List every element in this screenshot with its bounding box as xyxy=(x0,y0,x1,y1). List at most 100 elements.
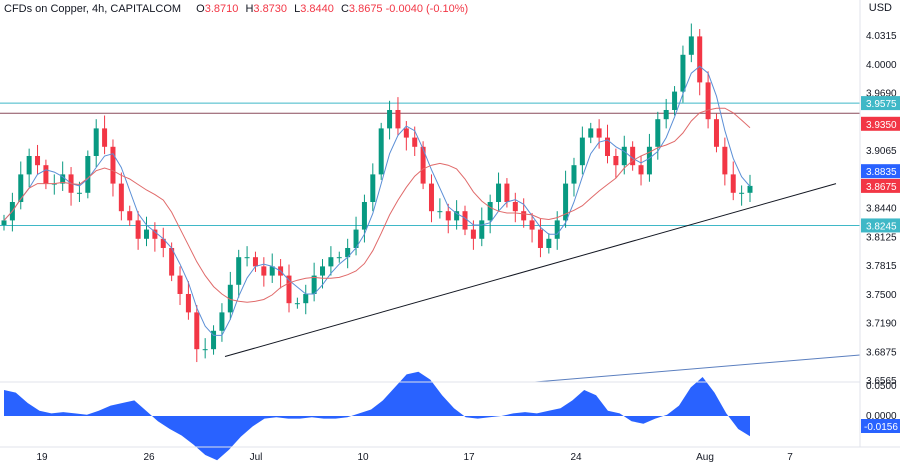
candle xyxy=(747,185,753,193)
price-tag xyxy=(861,96,900,111)
candle xyxy=(76,192,82,194)
candle xyxy=(621,146,627,166)
candle xyxy=(303,293,309,304)
fast-ma-line xyxy=(3,65,751,336)
candle xyxy=(420,146,426,184)
candle xyxy=(110,146,116,184)
candle xyxy=(596,128,602,138)
price-tag-label: 3.9350 xyxy=(866,120,897,131)
candle xyxy=(588,128,594,138)
candle xyxy=(638,165,644,175)
candle xyxy=(202,349,208,351)
candle xyxy=(244,257,250,259)
price-tick-label: 3.9065 xyxy=(866,146,897,157)
high-label: H xyxy=(245,3,254,15)
candle xyxy=(320,266,326,276)
candle xyxy=(286,275,292,304)
candle xyxy=(605,137,611,156)
candle xyxy=(462,211,468,230)
candle xyxy=(135,220,141,239)
time-tick-label: 19 xyxy=(36,452,48,463)
candle xyxy=(26,155,32,175)
candle xyxy=(127,211,133,221)
candle xyxy=(160,238,166,248)
price-tick-label: 3.9690 xyxy=(866,89,897,100)
candle xyxy=(537,229,543,248)
candle xyxy=(512,201,518,212)
candle xyxy=(361,201,367,230)
open-label: O xyxy=(196,3,205,15)
candle xyxy=(93,128,99,156)
candle xyxy=(630,146,636,166)
candle xyxy=(546,238,552,248)
candle xyxy=(529,220,535,230)
candle xyxy=(487,201,493,221)
price-tag-label: 3.8675 xyxy=(866,182,897,193)
candle xyxy=(378,128,384,175)
candle xyxy=(185,293,191,313)
candle xyxy=(663,109,669,120)
candle xyxy=(705,82,711,120)
candle xyxy=(395,109,401,129)
candle xyxy=(43,165,49,184)
price-tag-label: 3.9575 xyxy=(866,99,897,110)
trendline xyxy=(224,183,837,358)
candle xyxy=(571,165,577,184)
candle xyxy=(1,220,7,225)
price-tag xyxy=(861,218,900,233)
slow-ma-line xyxy=(3,107,751,303)
osc-tag xyxy=(861,419,900,433)
candle xyxy=(403,128,409,138)
candle xyxy=(18,174,24,202)
candle xyxy=(194,312,200,350)
candle xyxy=(387,109,393,129)
candle xyxy=(554,220,560,239)
candle xyxy=(261,266,267,276)
candle xyxy=(370,174,376,202)
price-tick-label: 4.0315 xyxy=(866,31,897,42)
candle xyxy=(236,257,242,285)
candle xyxy=(730,174,736,193)
time-tick-label: 7 xyxy=(787,452,793,463)
candle xyxy=(454,211,460,221)
chart-header: CFDs on Copper, 4h, CAPITALCOM O3.8710 H… xyxy=(4,2,468,16)
price-tick-label: 4.0000 xyxy=(866,60,897,71)
candle xyxy=(118,183,124,212)
candle xyxy=(227,284,233,313)
candle xyxy=(479,220,485,239)
price-tag xyxy=(861,178,900,193)
time-tick-label: 24 xyxy=(570,452,582,463)
time-tick-label: Jul xyxy=(250,452,263,463)
candle xyxy=(470,229,476,239)
candle xyxy=(152,229,158,239)
low-value: 3.8440 xyxy=(300,3,334,15)
time-tick-label: 17 xyxy=(463,452,475,463)
close-value: 3.8675 xyxy=(348,3,383,15)
osc-tick-label: 0.0000 xyxy=(866,411,897,422)
candle xyxy=(412,137,418,147)
change-value: -0.0040 (-0.10%) xyxy=(385,3,469,15)
price-tag-label: 3.8835 xyxy=(866,167,897,178)
candle xyxy=(655,119,661,147)
price-tick-label: 3.8440 xyxy=(866,204,897,215)
candle xyxy=(496,183,502,202)
time-tick-label: 10 xyxy=(357,452,369,463)
candle xyxy=(336,257,342,259)
price-tick-label: 3.6875 xyxy=(866,347,897,358)
candle xyxy=(102,128,108,147)
candle xyxy=(613,155,619,166)
candle xyxy=(437,211,443,213)
trendline-secondary xyxy=(534,354,861,383)
candle xyxy=(219,312,225,331)
candle xyxy=(269,266,275,276)
close-label: C xyxy=(340,3,349,15)
currency-label[interactable]: USD xyxy=(868,2,892,14)
candle xyxy=(177,275,183,294)
candle xyxy=(713,119,719,147)
candle xyxy=(345,247,351,258)
candle xyxy=(504,183,510,202)
candle xyxy=(60,174,66,184)
candle xyxy=(85,155,91,193)
symbol-title: CFDs on Copper, 4h, CAPITALCOM xyxy=(4,3,182,15)
